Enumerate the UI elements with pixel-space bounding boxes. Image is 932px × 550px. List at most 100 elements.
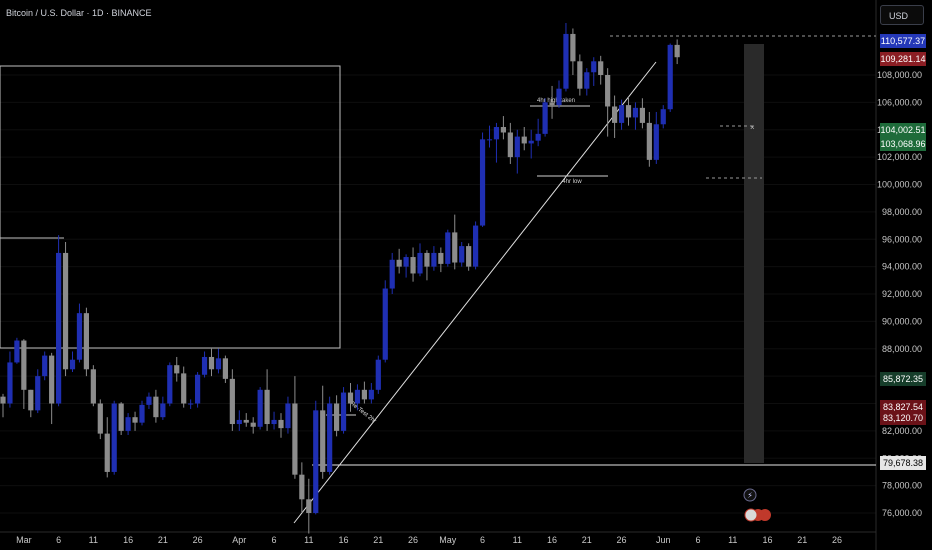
candle: [570, 33, 576, 62]
projection-range-box[interactable]: [744, 44, 764, 463]
candle: [521, 136, 527, 144]
candle: [591, 61, 597, 73]
candle: [104, 433, 110, 472]
candles-layer[interactable]: [0, 22, 680, 534]
candle: [354, 389, 361, 404]
candle: [236, 419, 242, 425]
candle: [563, 33, 569, 89]
candle: [417, 252, 423, 274]
time-tick-label: 21: [797, 535, 807, 545]
svg-text:⚡: ⚡: [747, 491, 753, 500]
price-tick-label: 102,000.00: [877, 152, 922, 162]
candle: [90, 369, 96, 404]
lightning-icon[interactable]: [743, 488, 757, 502]
price-tick-label: 92,000.00: [882, 289, 922, 299]
candle: [49, 355, 55, 404]
candle: [174, 365, 180, 374]
price-tag-label: 103,068.96: [880, 139, 925, 149]
time-tick-label: 26: [617, 535, 627, 545]
grid-layer: [0, 0, 877, 550]
candle: [76, 313, 83, 360]
time-tick-label: Jun: [656, 535, 671, 545]
time-tick-label: 6: [272, 535, 277, 545]
time-tick-label: Mar: [16, 535, 32, 545]
candle: [146, 396, 152, 405]
candle: [327, 403, 333, 472]
chart-title: Bitcoin / U.S. Dollar · 1D · BINANCE: [6, 8, 152, 18]
candle: [56, 252, 62, 404]
price-tick-label: 82,000.00: [882, 426, 922, 436]
candle: [320, 410, 326, 472]
candle: [208, 356, 215, 370]
candle: [598, 61, 604, 75]
candle: [403, 257, 409, 267]
candle: [632, 107, 639, 118]
candle: [111, 403, 117, 472]
candle: [35, 376, 41, 411]
candle: [493, 127, 500, 140]
candle: [396, 259, 402, 267]
price-labels-layer: 110,577.37 109,281.14 104,002.51 103,068.96…: [880, 34, 926, 470]
candle: [556, 88, 562, 106]
candle: [535, 133, 541, 141]
candle: [181, 373, 187, 404]
candle: [605, 75, 611, 107]
candle: [389, 259, 395, 289]
price-tick-label: 100,000.00: [877, 180, 922, 190]
currency-selector[interactable]: USD: [880, 5, 924, 25]
candle: [479, 139, 486, 226]
price-tick-label: 96,000.00: [882, 234, 922, 244]
candle: [132, 417, 138, 423]
price-tag: [880, 52, 926, 66]
candle: [28, 389, 34, 411]
candle: [229, 378, 235, 425]
candle: [375, 359, 381, 390]
candle: [139, 404, 145, 423]
candle: [507, 132, 513, 158]
candle: [486, 139, 493, 141]
candle: [69, 359, 76, 370]
4hr-high-label: 4hr high taken: [537, 98, 575, 104]
candle: [222, 358, 228, 379]
supply-zone-box[interactable]: [0, 65, 341, 349]
candle: [438, 252, 444, 264]
time-tick-label: 11: [513, 535, 522, 545]
price-tag-label: 109,281.14: [880, 54, 925, 64]
candle: [361, 389, 367, 400]
price-tag-label: 83,827.54: [883, 402, 923, 412]
candle: [201, 356, 208, 375]
candle: [431, 252, 437, 267]
time-axis[interactable]: Mar 6 11 16 21 26 Apr 6 11 16 21 26 May 6 11 16 21 26 Jun 6…: [16, 535, 842, 545]
price-tick-label: 106,000.00: [877, 97, 922, 107]
price-tag-label: 85,872.35: [883, 374, 923, 384]
candle: [528, 140, 534, 144]
time-tick-label: May: [439, 535, 457, 545]
candle: [584, 72, 590, 89]
candle: [21, 340, 27, 390]
4hr-low-label: 4hr low: [562, 179, 582, 185]
candle: [306, 499, 312, 513]
us-flag-icon[interactable]: [744, 508, 758, 522]
candle: [278, 419, 284, 429]
event-icons[interactable]: ⚡: [743, 488, 771, 522]
candle: [660, 109, 666, 125]
candle: [215, 358, 222, 370]
candle: [243, 419, 249, 423]
candle: [118, 403, 124, 431]
candle: [195, 374, 201, 404]
time-tick-label: 16: [123, 535, 133, 545]
candle: [313, 410, 319, 513]
price-tag: [880, 456, 926, 470]
candle: [639, 107, 645, 123]
price-tick-label: 88,000.00: [882, 344, 922, 354]
candle: [646, 122, 652, 160]
time-tick-label: 11: [728, 535, 737, 545]
trendline[interactable]: [293, 61, 657, 524]
time-tick-label: 21: [582, 535, 592, 545]
candle: [466, 246, 472, 267]
price-tick-label: 108,000.00: [877, 70, 922, 80]
time-tick-label: 6: [480, 535, 485, 545]
candle: [62, 252, 69, 370]
time-tick-label: 16: [339, 535, 349, 545]
